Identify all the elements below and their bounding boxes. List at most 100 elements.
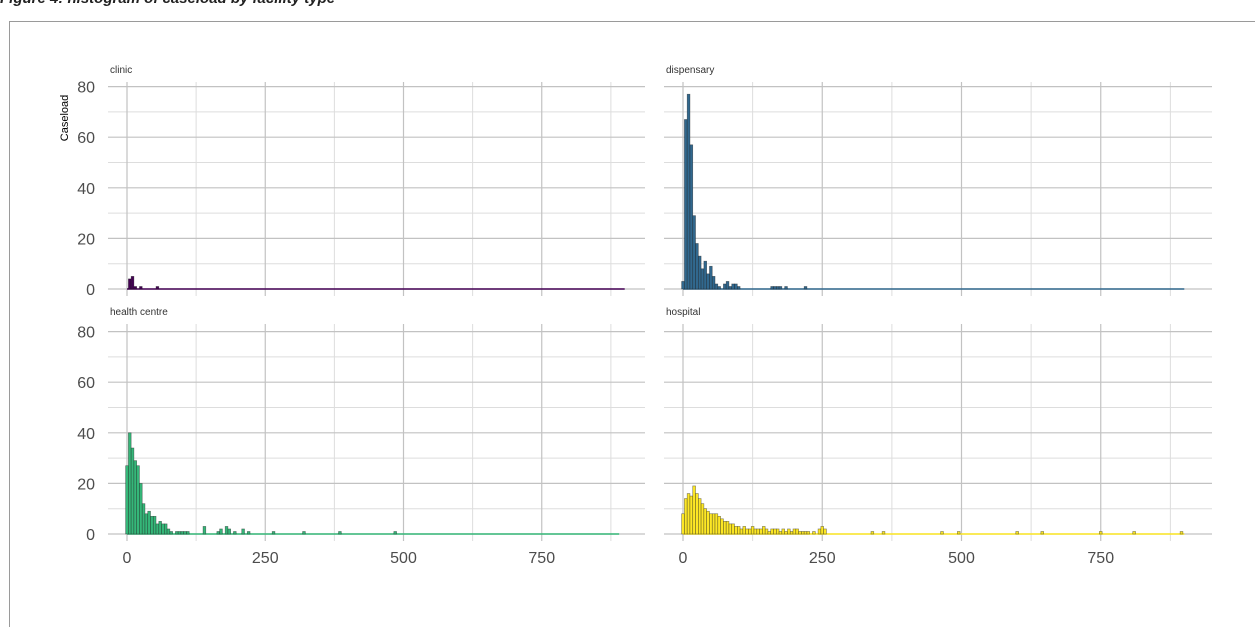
histogram-bar — [684, 498, 688, 535]
histogram-bar — [728, 286, 733, 290]
histogram-bar — [723, 521, 727, 535]
histogram-bar — [784, 531, 788, 535]
histogram-bar — [684, 119, 688, 290]
histogram-bar — [233, 531, 237, 535]
y-tick-label: 80 — [77, 80, 95, 97]
histogram-bar — [792, 528, 797, 535]
histogram-bar — [734, 526, 738, 535]
histogram-bar — [767, 531, 772, 535]
histogram-bar — [739, 528, 744, 535]
histogram-bar — [803, 286, 808, 290]
histogram-bar — [711, 276, 716, 290]
histogram-bar — [681, 281, 685, 290]
histogram-bar — [128, 432, 132, 535]
histogram-bar — [224, 526, 229, 535]
histogram-bar — [764, 528, 769, 535]
histogram-bar — [139, 483, 143, 535]
histogram-bar — [177, 531, 182, 535]
histogram-bar — [750, 526, 755, 535]
histogram-bar — [778, 531, 783, 535]
histogram-bar — [216, 531, 220, 535]
x-tick-label: 750 — [1087, 550, 1114, 567]
histogram-bar — [141, 503, 146, 535]
histogram-bar — [759, 528, 763, 535]
histogram-bar — [130, 447, 135, 535]
x-tick-label: 500 — [390, 550, 417, 567]
histogram-bar — [778, 286, 783, 290]
histogram-bar — [787, 528, 791, 535]
histogram-bar — [745, 528, 749, 535]
x-tick-label: 250 — [252, 550, 279, 567]
histogram-bar — [795, 528, 799, 535]
histogram-bar — [717, 286, 721, 290]
y-tick-label: 80 — [77, 325, 95, 342]
histogram-bar — [714, 513, 719, 535]
x-tick-label: 750 — [528, 550, 555, 567]
histogram-bar — [706, 510, 710, 535]
histogram-bar — [817, 528, 822, 535]
histogram-bar — [136, 465, 140, 535]
histogram-bar — [773, 286, 777, 290]
histogram-bar — [775, 286, 780, 290]
histogram-bar — [1099, 531, 1103, 535]
y-axis-title: Caseload — [59, 95, 71, 141]
histogram-bar — [703, 260, 707, 290]
histogram-bar — [125, 465, 129, 535]
histogram-bar — [773, 528, 777, 535]
histogram-bar — [706, 273, 710, 290]
x-tick-label: 500 — [948, 550, 975, 567]
histogram-bar — [742, 526, 746, 535]
panel-label-health-centre: health centre — [110, 307, 168, 318]
x-tick-label: 0 — [123, 550, 132, 567]
histogram-bar — [302, 531, 306, 535]
histogram-bar — [681, 513, 685, 535]
histogram-bar — [155, 286, 160, 290]
histogram-bar — [155, 523, 160, 535]
histogram-bar — [1132, 531, 1136, 535]
histogram-bar — [393, 531, 397, 535]
histogram-bar — [781, 528, 785, 535]
histogram-bar — [133, 460, 137, 535]
histogram-bar — [246, 531, 251, 535]
y-tick-label: 40 — [77, 426, 95, 443]
y-tick-label: 20 — [77, 476, 95, 493]
histogram-bar — [695, 493, 699, 535]
histogram-bar — [748, 528, 752, 535]
histogram-bar — [686, 493, 691, 535]
histogram-bar — [870, 531, 875, 535]
histogram-bar — [723, 283, 727, 290]
figure-caption: Figure 4: histogram of caseload by facil… — [0, 0, 335, 8]
histogram-bar — [1040, 531, 1044, 535]
histogram-bar — [1179, 531, 1184, 535]
histogram-bar — [1015, 531, 1019, 535]
histogram-bar — [202, 526, 207, 535]
panel-label-dispensary: dispensary — [666, 65, 714, 76]
histogram-bar — [166, 528, 171, 535]
panel-label-clinic: clinic — [110, 65, 132, 76]
histogram-bar — [130, 276, 135, 290]
histogram-bar — [770, 528, 774, 535]
histogram-bar — [689, 495, 694, 535]
histogram-bar — [698, 498, 702, 535]
histogram-bar — [957, 531, 961, 535]
histogram-bar — [700, 503, 705, 535]
histogram-bar — [725, 281, 730, 290]
histogram-bar — [161, 523, 165, 535]
histogram-bar — [219, 528, 223, 535]
y-tick-label: 20 — [77, 231, 95, 248]
histogram-bar — [789, 531, 794, 535]
histogram-bar — [686, 93, 691, 290]
y-tick-label: 60 — [77, 130, 95, 147]
histogram-bar — [271, 531, 276, 535]
histogram-bar — [940, 531, 944, 535]
histogram-bar — [820, 526, 824, 535]
histogram-bar — [695, 243, 699, 290]
histogram-bar — [180, 531, 184, 535]
histogram-bar — [753, 528, 758, 535]
histogram-bar — [731, 283, 735, 290]
histogram-bar — [823, 528, 827, 535]
histogram-bar — [714, 283, 719, 290]
panel-label-hospital: hospital — [666, 307, 700, 318]
histogram-bar — [169, 531, 173, 535]
histogram-bar — [183, 531, 187, 535]
